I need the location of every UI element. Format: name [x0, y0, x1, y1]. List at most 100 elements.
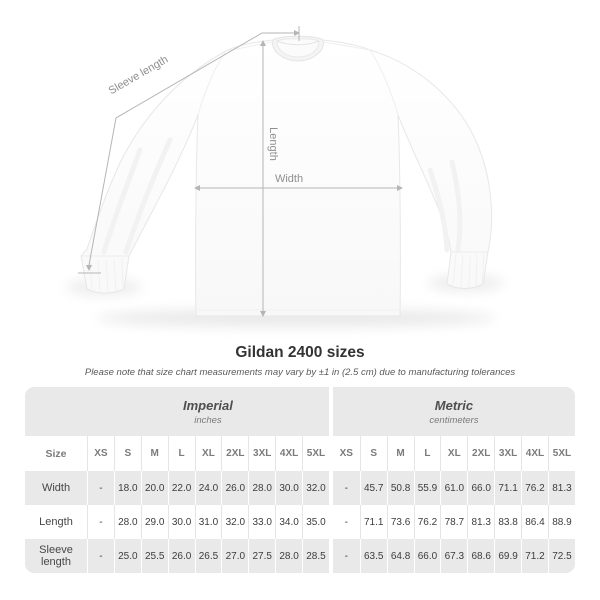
metric-value-cell: 68.6	[467, 539, 495, 573]
tolerance-note: Please note that size chart measurements…	[84, 367, 516, 378]
metric-value-cell: 88.9	[547, 505, 575, 539]
imperial-value-cell: 26.0	[221, 471, 249, 505]
row-label: Length	[25, 505, 87, 539]
column-header-metric: 3XL	[494, 436, 521, 471]
metric-value-cell: 78.7	[440, 505, 468, 539]
metric-value-cell: 72.5	[547, 539, 575, 573]
section-divider	[328, 471, 333, 505]
metric-value-cell: 50.8	[386, 471, 414, 505]
arrowheads	[86, 30, 403, 317]
collar	[272, 35, 324, 62]
metric-group-header: Metric centimeters	[332, 387, 575, 436]
column-header-metric: 5XL	[547, 436, 575, 471]
section-divider	[328, 505, 333, 539]
metric-value-cell: 55.9	[413, 471, 441, 505]
metric-value-cell: 45.7	[359, 471, 387, 505]
row-label: Sleeve length	[25, 539, 87, 573]
shirt-body	[80, 36, 493, 317]
metric-value-cell: 76.2	[413, 505, 441, 539]
imperial-value-cell: 26.5	[194, 539, 222, 573]
metric-value-cell: 66.0	[413, 539, 441, 573]
sleeve-length-line	[88, 32, 294, 266]
imperial-unit: inches	[194, 414, 222, 426]
measurement-row: Width -18.0 20.0 22.0 24.0 26.0 28.0 30.0 32.0-4…	[25, 471, 575, 505]
size-table: Imperial inches Metric centimeters Size X…	[25, 387, 575, 573]
column-header-metric: XS	[332, 436, 360, 471]
row-label: Width	[25, 471, 87, 505]
metric-label: Metric	[434, 397, 474, 413]
page-title: Gildan 2400 sizes	[235, 344, 365, 361]
imperial-value-cell: 25.0	[113, 539, 141, 573]
imperial-value-cell: -	[87, 471, 114, 505]
metric-value-cell: 83.8	[494, 505, 521, 539]
column-header-metric: 4XL	[521, 436, 548, 471]
imperial-label: Imperial	[183, 397, 233, 413]
metric-value-cell: 61.0	[440, 471, 468, 505]
imperial-value-cell: 20.0	[140, 471, 168, 505]
size-table-body: Width -18.0 20.0 22.0 24.0 26.0 28.0 30.0 32.0-4…	[25, 471, 575, 573]
imperial-value-cell: -	[87, 539, 114, 573]
metric-unit: centimeters	[429, 414, 479, 426]
imperial-value-cell: 27.5	[248, 539, 276, 573]
metric-value-cell: 81.3	[467, 505, 495, 539]
shirt-measurement-diagram: Sleeve length Length Width	[66, 26, 504, 327]
column-header-imperial: M	[140, 436, 168, 471]
metric-value-cell: -	[332, 471, 360, 505]
column-header-metric: XL	[440, 436, 468, 471]
imperial-value-cell: 28.0	[113, 505, 141, 539]
imperial-value-cell: 31.0	[194, 505, 222, 539]
metric-value-cell: 71.2	[521, 539, 548, 573]
size-corner-cell	[25, 387, 87, 436]
column-header-metric: M	[386, 436, 414, 471]
column-header-imperial: 4XL	[275, 436, 302, 471]
column-header-imperial: L	[167, 436, 195, 471]
metric-value-cell: 76.2	[521, 471, 548, 505]
metric-value-cell: -	[332, 539, 360, 573]
imperial-value-cell: 30.0	[167, 505, 195, 539]
measurement-row: Sleeve length -25.0 25.5 26.0 26.5 27.0 27.5 28…	[25, 539, 575, 573]
unit-group-row: Imperial inches Metric centimeters	[25, 387, 575, 436]
sleeve-length-label: Sleeve length	[107, 54, 171, 98]
imperial-value-cell: 25.5	[140, 539, 168, 573]
section-divider	[328, 539, 333, 573]
shirt-diagram-svg: Sleeve length Length Width	[66, 26, 504, 327]
imperial-value-cell: 33.0	[248, 505, 276, 539]
right-cuff	[451, 251, 488, 289]
column-header-metric: S	[359, 436, 387, 471]
size-header-row: Size XS S M L XL 2XL 3XL 4XL 5XL XS S M L XL 2XL 3XL 4XL 5…	[25, 436, 575, 471]
imperial-value-cell: 34.0	[275, 505, 302, 539]
section-divider	[328, 436, 333, 471]
size-chart-table-container: Imperial inches Metric centimeters Size X…	[25, 387, 575, 573]
size-column-header: Size	[25, 436, 87, 471]
imperial-value-cell: 32.0	[221, 505, 249, 539]
column-header-metric: 2XL	[467, 436, 495, 471]
metric-value-cell: 71.1	[359, 505, 387, 539]
imperial-group-header: Imperial inches	[87, 387, 329, 436]
column-header-imperial: 3XL	[248, 436, 276, 471]
column-header-imperial: 2XL	[221, 436, 249, 471]
imperial-value-cell: 32.0	[302, 471, 329, 505]
column-header-imperial: XL	[194, 436, 222, 471]
column-header-metric: L	[413, 436, 441, 471]
section-divider	[328, 387, 333, 436]
metric-value-cell: -	[332, 505, 360, 539]
metric-value-cell: 69.9	[494, 539, 521, 573]
seam-lines	[197, 41, 400, 311]
metric-value-cell: 64.8	[386, 539, 414, 573]
length-label: Length	[267, 127, 279, 161]
metric-value-cell: 66.0	[467, 471, 495, 505]
imperial-value-cell: 30.0	[275, 471, 302, 505]
column-header-imperial: S	[113, 436, 141, 471]
fabric-folds	[101, 137, 463, 255]
metric-value-cell: 86.4	[521, 505, 548, 539]
imperial-value-cell: 22.0	[167, 471, 195, 505]
imperial-value-cell: 28.5	[302, 539, 329, 573]
left-cuff	[81, 255, 129, 293]
imperial-value-cell: 24.0	[194, 471, 222, 505]
width-label: Width	[275, 173, 303, 185]
imperial-value-cell: -	[87, 505, 114, 539]
imperial-value-cell: 26.0	[167, 539, 195, 573]
metric-value-cell: 71.1	[494, 471, 521, 505]
column-header-imperial: 5XL	[302, 436, 329, 471]
measurement-lines	[78, 26, 397, 311]
